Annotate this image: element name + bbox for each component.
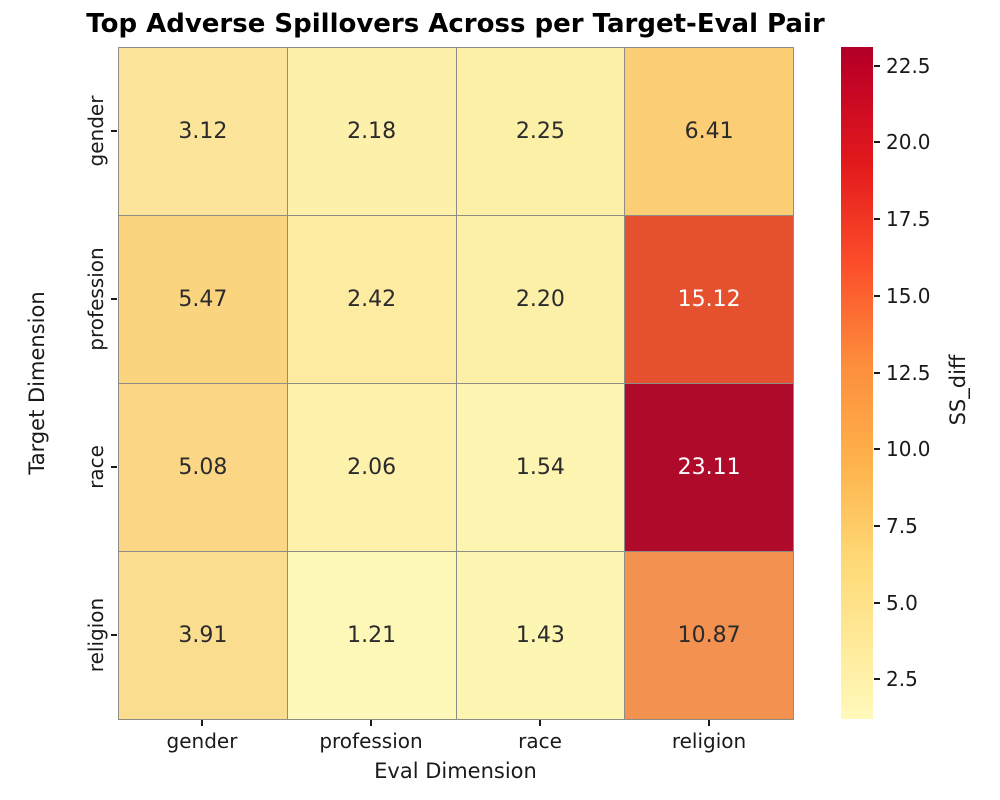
- colorbar-tick-mark: [874, 218, 880, 220]
- colorbar-tick-label: 20.0: [886, 130, 931, 154]
- heatmap-cell: 2.25: [456, 48, 625, 215]
- colorbar-tick-mark: [874, 602, 880, 604]
- x-tick-mark: [370, 720, 372, 726]
- heatmap-cell: 1.54: [456, 384, 625, 551]
- heatmap-cell: 1.21: [287, 552, 456, 719]
- heatmap-cell: 2.42: [287, 216, 456, 383]
- colorbar-tick-label: 10.0: [886, 437, 931, 461]
- heatmap-cell: 15.12: [625, 216, 793, 383]
- x-tick-label: race: [518, 729, 562, 753]
- chart-title: Top Adverse Spillovers Across per Target…: [86, 9, 825, 39]
- x-axis-label: Eval Dimension: [374, 759, 537, 783]
- heatmap-cell: 3.91: [119, 552, 287, 719]
- y-tick-mark: [111, 466, 117, 468]
- colorbar-tick-label: 7.5: [886, 514, 918, 538]
- y-axis-label: Target Dimension: [25, 291, 49, 475]
- colorbar-tick-mark: [874, 65, 880, 67]
- heatmap-cell: 2.20: [456, 216, 625, 383]
- y-tick-mark: [111, 634, 117, 636]
- heatmap-cell: 5.47: [119, 216, 287, 383]
- heatmap-cell: 5.08: [119, 384, 287, 551]
- colorbar-tick-label: 22.5: [886, 54, 931, 78]
- x-tick-mark: [708, 720, 710, 726]
- heatmap-cell: 23.11: [625, 384, 793, 551]
- heatmap-cell: 1.43: [456, 552, 625, 719]
- colorbar-tick-label: 17.5: [886, 207, 931, 231]
- y-tick-label: profession: [84, 247, 108, 351]
- colorbar-tick-mark: [874, 141, 880, 143]
- colorbar-gradient: [841, 47, 873, 719]
- y-tick-label: gender: [84, 95, 108, 167]
- colorbar-tick-label: 15.0: [886, 284, 931, 308]
- x-tick-label: religion: [671, 729, 747, 753]
- colorbar-tick-label: 5.0: [886, 591, 918, 615]
- heatmap-cell: 10.87: [625, 552, 793, 719]
- x-tick-mark: [539, 720, 541, 726]
- heatmap-cell: 6.41: [625, 48, 793, 215]
- heatmap-cell: 3.12: [119, 48, 287, 215]
- x-tick-mark: [201, 720, 203, 726]
- colorbar-tick-mark: [874, 372, 880, 374]
- colorbar-tick-mark: [874, 448, 880, 450]
- colorbar-tick-mark: [874, 678, 880, 680]
- y-tick-label: religion: [84, 597, 108, 673]
- colorbar-tick-label: 2.5: [886, 667, 918, 691]
- heatmap-cell: 2.06: [287, 384, 456, 551]
- heatmap-grid: 3.12 2.18 2.25 6.41 5.47 2.42 2.20 15.12…: [118, 47, 794, 720]
- colorbar-tick-label: 12.5: [886, 361, 931, 385]
- x-tick-label: gender: [166, 729, 238, 753]
- colorbar-tick-mark: [874, 295, 880, 297]
- y-tick-mark: [111, 130, 117, 132]
- colorbar-tick-mark: [874, 525, 880, 527]
- x-tick-label: profession: [319, 729, 423, 753]
- heatmap-cell: 2.18: [287, 48, 456, 215]
- y-tick-mark: [111, 298, 117, 300]
- y-tick-label: race: [84, 445, 108, 489]
- colorbar-label: SS_diff: [946, 354, 970, 426]
